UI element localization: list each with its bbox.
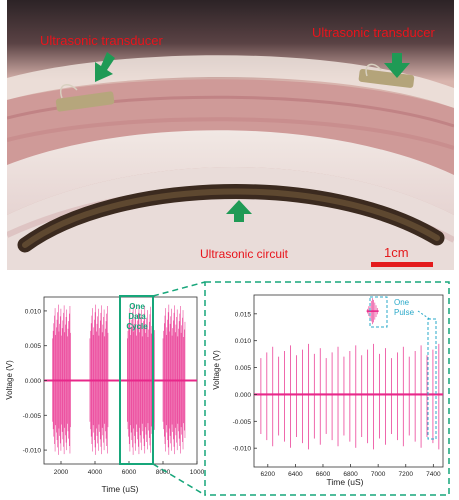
data-cycle-label-3: Cycle (126, 322, 148, 331)
left-xtick-label: 2000 (54, 469, 69, 476)
right-ytick-label: 0.010 (235, 338, 252, 345)
pulse-label-2: Pulse (394, 308, 415, 317)
right-ytick-label: -0.010 (233, 446, 252, 453)
left-signal (44, 304, 197, 455)
left-burst (162, 304, 186, 455)
pulse-label-1: One (394, 298, 410, 307)
scale-bar (371, 262, 433, 267)
tissue-photo: Ultrasonic transducer Ultrasonic transdu… (7, 0, 454, 270)
right-xtick-label: 6200 (261, 471, 276, 478)
right-signal (254, 298, 443, 450)
left-xtick-label: 4000 (88, 469, 103, 476)
scale-bar-label: 1cm (384, 245, 409, 260)
left-xtick-label: 1000 (190, 469, 205, 476)
right-ytick-label: 0.015 (235, 311, 252, 318)
left-xtick-label: 8000 (156, 469, 171, 476)
right-xtick-label: 6800 (343, 471, 358, 478)
right-xtick-label: 6600 (316, 471, 331, 478)
signal-plots: 0.010 0.005 0.000 -0.005 -0.010 2000 4000 6000… (5, 281, 450, 496)
right-plot-frame (253, 294, 444, 468)
left-burst (89, 304, 109, 455)
right-ytick-label: -0.005 (233, 419, 252, 426)
label-circuit: Ultrasonic circuit (200, 247, 289, 261)
right-xtick-label: 7400 (426, 471, 441, 478)
right-plot: 0.015 0.010 0.005 0.000 -0.005 -0.010 6200 640… (212, 294, 444, 487)
transducer-left (55, 83, 115, 112)
zoom-panel (204, 281, 450, 496)
right-xlabel: Time (uS) (327, 477, 364, 487)
left-xtick-label: 6000 (122, 469, 137, 476)
left-ytick-label: 0.010 (25, 308, 42, 315)
left-ylabel: Voltage (V) (5, 360, 14, 400)
left-xlabel: Time (uS) (102, 484, 139, 494)
left-xticks: 2000 4000 6000 8000 1000 (54, 461, 205, 476)
right-xtick-label: 6400 (288, 471, 303, 478)
left-ytick-label: 0.005 (25, 343, 42, 350)
left-plot: 0.010 0.005 0.000 -0.005 -0.010 2000 4000 6000… (5, 295, 205, 494)
left-ytick-label: -0.005 (23, 413, 42, 420)
pulse-box (369, 296, 388, 328)
arrow-left-icon (95, 52, 115, 82)
pulse-pointer (417, 310, 432, 321)
data-cycle-box (119, 295, 154, 465)
data-cycle-label-2: Data (128, 312, 146, 321)
left-yticks: 0.010 0.005 0.000 -0.005 -0.010 (23, 308, 47, 455)
arrow-circuit-icon (226, 200, 252, 222)
right-xticks: 6200 6400 6600 6800 7000 7200 7400 (261, 464, 441, 478)
data-cycle-label-1: One (129, 302, 145, 311)
label-transducer-left: Ultrasonic transducer (40, 33, 163, 48)
zoom-connector-top (152, 281, 206, 297)
left-ytick-label: -0.010 (23, 448, 42, 455)
last-pulse-box (427, 318, 437, 440)
right-yticks: 0.015 0.010 0.005 0.000 -0.005 -0.010 (233, 311, 257, 453)
left-ytick-label: 0.000 (25, 378, 42, 385)
right-xtick-label: 7000 (371, 471, 386, 478)
zoom-connector-bottom (152, 463, 206, 496)
right-ylabel: Voltage (V) (212, 350, 221, 390)
label-transducer-right: Ultrasonic transducer (312, 25, 435, 40)
right-xtick-label: 7200 (399, 471, 414, 478)
right-ytick-label: 0.000 (235, 392, 252, 399)
left-burst (52, 304, 71, 455)
arrow-right-icon (384, 53, 410, 78)
right-ytick-label: 0.005 (235, 365, 252, 372)
